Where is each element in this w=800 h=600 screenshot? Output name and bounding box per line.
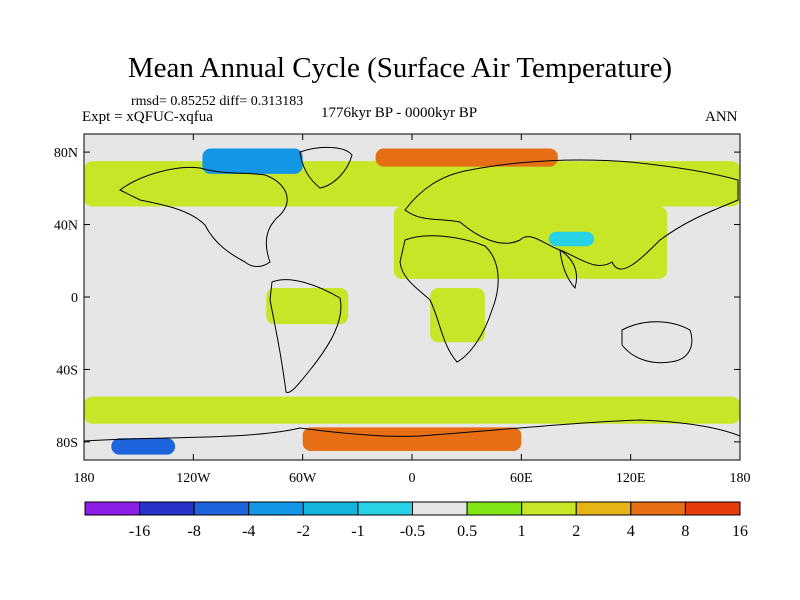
experiment-label: Expt = xQFUC-xqfua	[82, 109, 213, 125]
colorbar-swatch	[139, 501, 195, 516]
x-tick-label: 60E	[510, 471, 533, 486]
y-tick-label: 40N	[54, 219, 78, 234]
chart-title: Mean Annual Cycle (Surface Air Temperatu…	[127, 52, 673, 84]
x-tick-label: 120E	[616, 471, 646, 486]
coastlines	[84, 147, 740, 442]
x-tick-label: 120W	[176, 471, 211, 486]
colorbar-swatch	[357, 501, 413, 516]
anomaly-region-3	[393, 206, 668, 279]
colorbar-label: 4	[627, 523, 635, 540]
y-axis: 80N 40N 0 40S 80S	[54, 146, 740, 451]
colorbar-swatch	[412, 501, 468, 516]
anomaly-region-2	[202, 148, 303, 174]
colorbar-swatch	[521, 501, 577, 516]
y-tick-label: 40S	[56, 363, 78, 378]
colorbar-label: -4	[242, 523, 255, 540]
x-axis: 180 120W 60W 0 60E 120E 180	[74, 134, 751, 486]
season-label: ANN	[705, 109, 738, 125]
anomaly-region-8	[111, 438, 176, 455]
colorbar-swatch	[302, 501, 359, 516]
colorbar-label: 0.5	[457, 523, 477, 540]
colorbar-swatch	[248, 501, 304, 516]
colorbar-label: 16	[732, 523, 748, 540]
y-tick-label: 80N	[54, 146, 78, 161]
colorbar-swatch	[193, 501, 250, 516]
colorbar-label: 1	[518, 523, 526, 540]
colorbar-swatch	[84, 501, 141, 516]
anomaly-region-9	[302, 427, 522, 451]
y-tick-label: 80S	[56, 436, 78, 451]
anomaly-region-5	[266, 287, 349, 325]
colorbar-label: -1	[351, 523, 364, 540]
colorbar-swatch	[575, 501, 632, 516]
colorbar-label: 2	[572, 523, 580, 540]
anomaly-region-4	[548, 231, 595, 247]
colorbar-swatch	[630, 501, 686, 516]
colorbar-label: -2	[297, 523, 310, 540]
anomaly-region-1	[375, 148, 558, 167]
anomaly-region-6	[430, 287, 485, 343]
colorbar: -16 -8 -4 -2 -1 -0.5 0.5 1 2 4 8 16	[84, 501, 748, 540]
y-tick-label: 0	[71, 291, 78, 306]
x-tick-label: 180	[730, 471, 751, 486]
colorbar-swatch	[684, 501, 741, 516]
stats-line: rmsd= 0.85252 diff= 0.313183	[131, 94, 304, 109]
x-tick-label: 180	[74, 471, 95, 486]
colorbar-swatch	[466, 501, 523, 516]
anomaly-regions	[84, 148, 740, 455]
x-tick-label: 60W	[289, 471, 317, 486]
colorbar-label: -0.5	[400, 523, 425, 540]
colorbar-label: -8	[188, 523, 201, 540]
period-label: 1776kyr BP - 0000kyr BP	[321, 105, 478, 121]
x-tick-label: 0	[409, 471, 416, 486]
colorbar-label: 8	[681, 523, 689, 540]
colorbar-label: -16	[129, 523, 150, 540]
anomaly-region-7	[84, 396, 740, 424]
